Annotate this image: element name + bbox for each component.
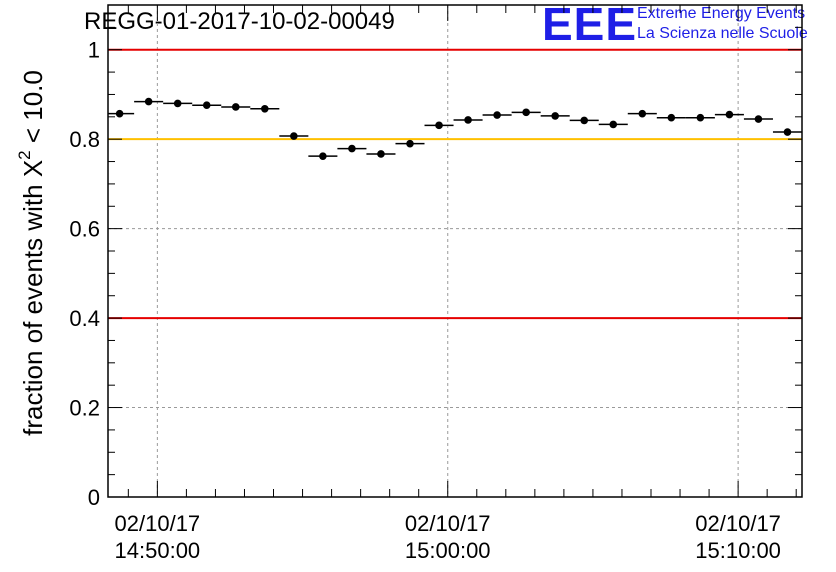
data-point xyxy=(319,152,327,160)
x-tick-label-time: 14:50:00 xyxy=(115,538,201,563)
x-tick-label-date: 02/10/17 xyxy=(405,511,491,536)
y-tick-label: 0.8 xyxy=(69,127,100,152)
grid-lines xyxy=(108,5,802,497)
data-point xyxy=(580,116,589,125)
data-point xyxy=(115,109,124,118)
data-point xyxy=(551,112,559,120)
data-point xyxy=(638,109,647,118)
reference-lines xyxy=(108,48,802,320)
chart-title: REGG-01-2017-10-02-00049 xyxy=(84,8,395,35)
data-point xyxy=(435,121,443,130)
axis-ticks xyxy=(108,4,802,498)
data-point xyxy=(173,99,182,108)
data-point xyxy=(725,110,734,119)
plot-frame xyxy=(107,4,803,498)
data-point xyxy=(696,113,705,122)
y-axis-title-suffix: < 10.0 xyxy=(18,70,48,150)
data-point xyxy=(406,139,414,148)
eee-logo: EEE Extreme Energy Events La Scienza nel… xyxy=(542,0,832,50)
data-point xyxy=(754,115,763,123)
data-point xyxy=(493,111,501,119)
logo-line-2: La Scienza nelle Scuole xyxy=(637,25,808,42)
y-axis-title-exponent: 2 xyxy=(15,150,34,159)
y-tick-label: 0.4 xyxy=(69,306,100,331)
data-point xyxy=(261,104,269,113)
x-tick-label-time: 15:10:00 xyxy=(695,538,781,563)
data-points xyxy=(108,97,802,160)
data-point xyxy=(144,97,153,106)
y-axis-title: fraction of events with X2 < 10.0 xyxy=(15,70,48,436)
y-tick-label: 1 xyxy=(88,38,100,63)
y-tick-label: 0.6 xyxy=(69,217,100,242)
data-point xyxy=(667,113,676,122)
x-tick-label-date: 02/10/17 xyxy=(695,511,781,536)
data-point xyxy=(464,116,472,124)
data-point xyxy=(522,108,530,117)
tick-labels: 00.20.40.60.8102/10/1714:50:0002/10/1715… xyxy=(69,38,781,563)
x-tick-label-date: 02/10/17 xyxy=(115,511,201,536)
data-point xyxy=(290,132,298,140)
data-point xyxy=(231,103,240,111)
data-point xyxy=(783,128,792,136)
y-tick-label: 0.2 xyxy=(69,396,100,421)
data-point xyxy=(202,101,211,109)
x-tick-label-time: 15:00:00 xyxy=(405,538,491,563)
logo-mark: EEE xyxy=(542,0,638,50)
y-axis-title-prefix: fraction of events with X xyxy=(18,160,48,436)
y-tick-label: 0 xyxy=(88,485,100,510)
data-point xyxy=(377,150,385,158)
logo-line-1: Extreme Energy Events xyxy=(637,5,806,22)
data-point xyxy=(609,120,618,129)
data-point xyxy=(348,144,356,153)
